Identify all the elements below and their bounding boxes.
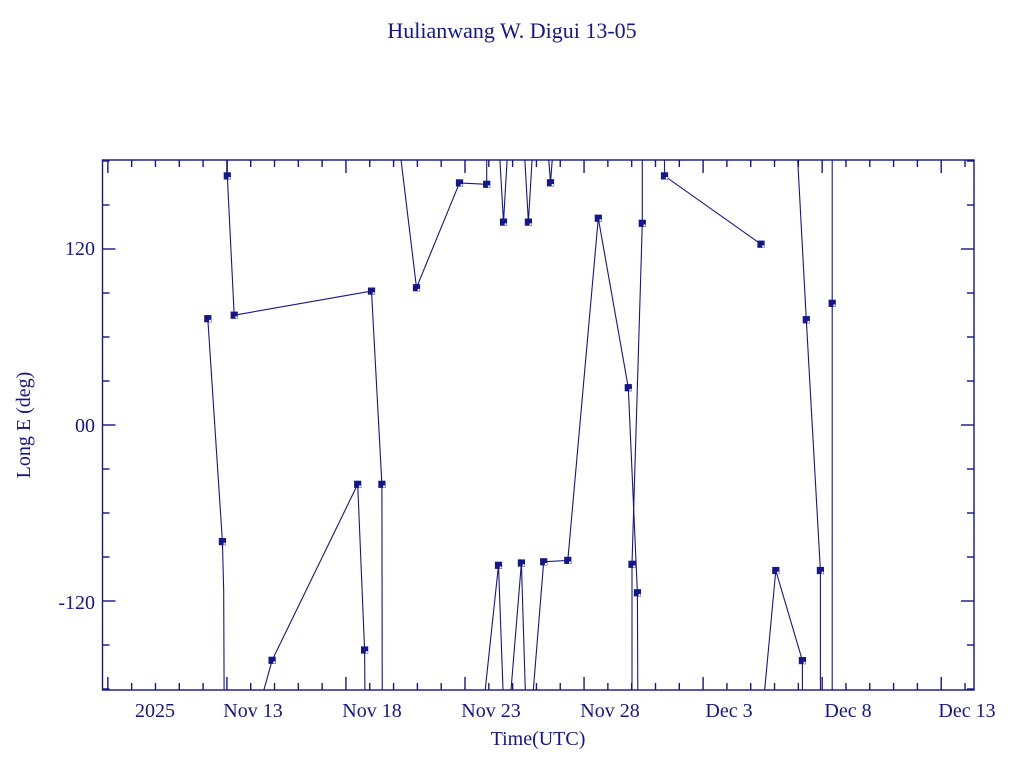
svg-text:Nov 28: Nov 28 — [580, 700, 639, 722]
svg-text:Nov 13: Nov 13 — [223, 700, 282, 722]
svg-text:Long E (deg): Long E (deg) — [13, 372, 35, 479]
svg-text:Nov 18: Nov 18 — [342, 700, 401, 722]
svg-text:120: 120 — [65, 238, 95, 260]
svg-text:2025: 2025 — [135, 700, 175, 722]
svg-text:Time(UTC): Time(UTC) — [491, 728, 586, 750]
svg-text:Hulianwang W. Digui 13-05: Hulianwang W. Digui 13-05 — [387, 18, 636, 43]
svg-text:00: 00 — [75, 415, 95, 437]
svg-text:Dec 8: Dec 8 — [824, 700, 871, 722]
svg-text:Dec 13: Dec 13 — [938, 700, 995, 722]
svg-text:Dec 3: Dec 3 — [705, 700, 752, 722]
svg-text:Nov 23: Nov 23 — [461, 700, 520, 722]
svg-text:-120: -120 — [58, 592, 95, 614]
